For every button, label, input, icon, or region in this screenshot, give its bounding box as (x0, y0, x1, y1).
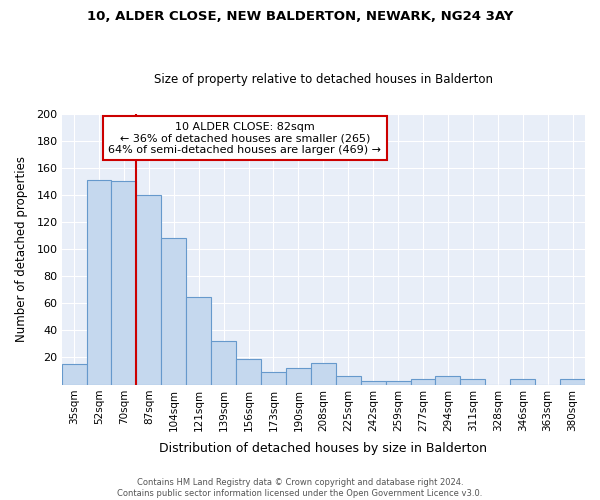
X-axis label: Distribution of detached houses by size in Balderton: Distribution of detached houses by size … (160, 442, 487, 455)
Bar (361, 380, 386, 384)
Bar (386, 380, 410, 384)
Bar (286, 368, 311, 384)
Bar (86, 180, 112, 384)
Text: 10, ALDER CLOSE, NEW BALDERTON, NEWARK, NG24 3AY: 10, ALDER CLOSE, NEW BALDERTON, NEWARK, … (87, 10, 513, 23)
Text: 10 ALDER CLOSE: 82sqm
← 36% of detached houses are smaller (265)
64% of semi-det: 10 ALDER CLOSE: 82sqm ← 36% of detached … (109, 122, 382, 155)
Bar (236, 359, 261, 384)
Y-axis label: Number of detached properties: Number of detached properties (15, 156, 28, 342)
Bar (161, 238, 186, 384)
Bar (186, 296, 211, 384)
Title: Size of property relative to detached houses in Balderton: Size of property relative to detached ho… (154, 73, 493, 86)
Bar (112, 182, 136, 384)
Bar (311, 363, 336, 384)
Text: Contains HM Land Registry data © Crown copyright and database right 2024.
Contai: Contains HM Land Registry data © Crown c… (118, 478, 482, 498)
Bar (436, 376, 460, 384)
Bar (261, 372, 286, 384)
Bar (211, 341, 236, 384)
Bar (62, 364, 86, 384)
Bar (510, 379, 535, 384)
Bar (460, 379, 485, 384)
Bar (410, 379, 436, 384)
Bar (136, 195, 161, 384)
Bar (560, 379, 585, 384)
Bar (336, 376, 361, 384)
